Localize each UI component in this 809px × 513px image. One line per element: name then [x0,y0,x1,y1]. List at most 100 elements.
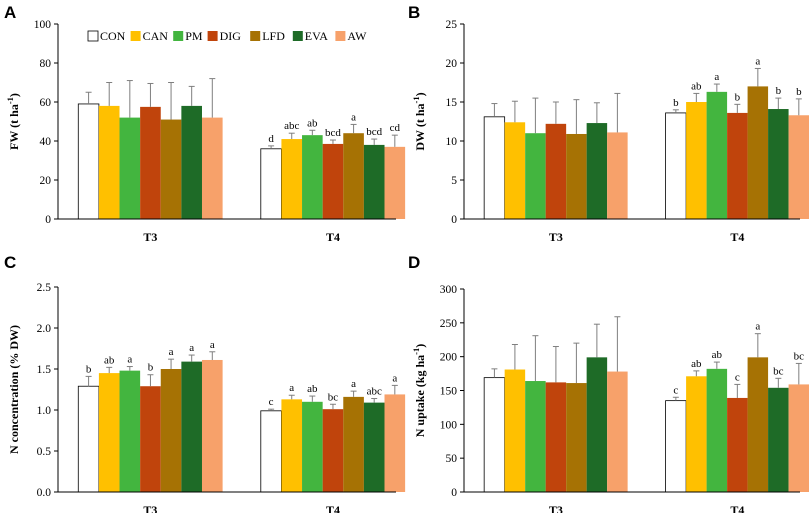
panel-c-x-category-label: T3 [143,503,157,513]
panel-c-bar-con-t4 [260,410,282,493]
panel-b-bar-eva-t3 [586,123,608,219]
panel-a-bar-dig-t3 [140,106,161,219]
panel-a-letter: A [4,3,16,22]
panel-c-bar-aw-t4 [384,394,406,492]
panel-a-bar-con-t4 [260,148,282,220]
panel-d-y-axis-label-sup: -1 [411,348,421,355]
panel-b-y-tick-label: 25 [446,19,458,31]
panel-d-bar-lfd-t4 [747,357,769,492]
panel-d-y-tick-label: 200 [440,352,458,364]
panel-b-y-tick-label: 20 [446,58,458,70]
panel-d-y-axis-label-end: ) [413,344,427,348]
legend-label-aw: AW [347,29,367,43]
panel-b-bar-con-t3 [483,116,506,220]
panel-c-significance-letter: b [148,362,154,374]
panel-d-y-tick-label: 150 [440,386,458,398]
panel-b-significance-letter: b [673,97,679,109]
panel-b-y-tick-label: 15 [446,97,458,109]
panel-d-significance-letter: ab [691,358,702,370]
panel-a-y-tick-label: 60 [40,97,52,109]
panel-b-bar-dig-t3 [545,123,567,219]
panel-d-y-tick-label: 0 [451,487,457,499]
panel-c-significance-letter: c [269,396,274,408]
panel-d-y-tick-label: 250 [440,318,458,330]
panel-c-significance-letter: a [189,342,194,354]
panel-b-y-axis-label-end: ) [413,92,427,96]
panel-d-significance-letter: bc [794,350,805,362]
panel-d-bar-con-t4 [665,400,687,493]
panel-c-bar-aw-t3 [201,359,223,492]
panel-b-y-tick-label: 0 [451,214,457,226]
panel-c: C 0.0 0.5 1.0 1.5 2.0 2.5 N concentration (% D… [4,253,406,513]
panel-a-y-axis-label: FW (t ha-1) [5,93,21,150]
panel-a-bar-can-t4 [281,139,303,219]
panel-d-bar-can-t4 [686,376,707,492]
panel-a-significance-letter: d [268,133,274,145]
panel-b-bar-pm-t3 [525,133,546,219]
panel-b-y-axis-label: DW (t ha-1) [411,92,427,150]
panel-c-bar-lfd-t3 [160,369,182,492]
panel-b-y-tick-label: 10 [446,136,458,148]
panel-b-y-tick-label: 5 [451,175,457,187]
panel-a-bar-con-t3 [77,103,100,220]
legend-label-pm: PM [185,29,203,43]
panel-d-y-tick-label: 100 [440,419,458,431]
panel-c-y-tick-label: 1.5 [37,364,52,376]
panel-a-bar-aw-t3 [201,117,223,219]
panel-a-y-tick-label: 0 [45,214,51,226]
panel-a-significance-letter: abc [284,120,299,132]
panel-c-significance-letter: a [392,372,397,384]
panel-d-bar-aw-t3 [607,371,628,492]
panel-c-significance-letter: ab [104,354,115,366]
legend: CON CAN PM DIG LFD EVA AW [87,29,367,43]
panel-d-x-category-label: T4 [730,503,744,513]
legend-swatch-can [130,31,141,41]
panel-b-y-axis-label-sup: -1 [411,96,421,103]
panel-c-bar-eva-t4 [363,402,385,492]
panel-d-bar-pm-t4 [706,368,728,492]
panel-b-bar-can-t4 [686,102,707,219]
panel-a-y-axis-label-main: FW (t ha [7,104,21,150]
panel-a-bar-dig-t4 [322,143,344,219]
panel-c-significance-letter: a [351,378,356,390]
panel-b-bar-aw-t3 [607,132,628,219]
panel-a-significance-letter: bcd [366,126,382,138]
panel-c-bar-can-t3 [98,373,120,492]
panel-d-bar-eva-t4 [768,387,789,492]
panel-a-y-axis-label-sup: -1 [5,97,15,104]
legend-swatch-con [87,30,99,42]
panel-c-bar-lfd-t4 [343,396,364,492]
panel-a-y-axis-label-end: ) [7,93,21,97]
panel-b-significance-letter: b [735,91,741,103]
panel-d-bar-lfd-t3 [566,383,587,492]
panel-c-y-tick-label: 2.5 [37,282,52,294]
panel-c-y-tick-label: 0.5 [37,446,52,458]
panel-c-significance-letter: b [86,363,92,375]
panel-c-bar-eva-t3 [181,361,202,492]
legend-swatch-lfd [250,31,261,41]
legend-swatch-dig [207,31,218,41]
panel-d-significance-letter: c [735,371,740,383]
panel-a-y-tick-label: 100 [34,19,52,31]
panel-c-letter: C [4,253,16,272]
panel-d-bar-con-t3 [483,377,506,493]
panel-a-x-category-label: T4 [326,230,340,244]
panel-a-significance-letter: bcd [325,127,341,139]
legend-label-eva: EVA [305,29,328,43]
panel-c-significance-letter: a [210,339,215,351]
panel-b-bar-aw-t4 [788,115,809,219]
panel-c-bar-dig-t3 [140,386,161,492]
panel-d-bar-aw-t4 [788,384,809,492]
panel-b-significance-letter: b [776,85,782,97]
legend-swatch-aw [335,31,346,41]
panel-b-bar-con-t4 [665,112,687,220]
panel-b-significance-letter: b [796,86,802,98]
panel-a-x-category-label: T3 [143,230,157,244]
panel-a-bar-can-t3 [98,105,120,219]
panel-c-y-tick-label: 1.0 [37,405,52,417]
panel-d-letter: D [408,253,420,272]
panel-a-bar-pm-t3 [119,117,141,219]
